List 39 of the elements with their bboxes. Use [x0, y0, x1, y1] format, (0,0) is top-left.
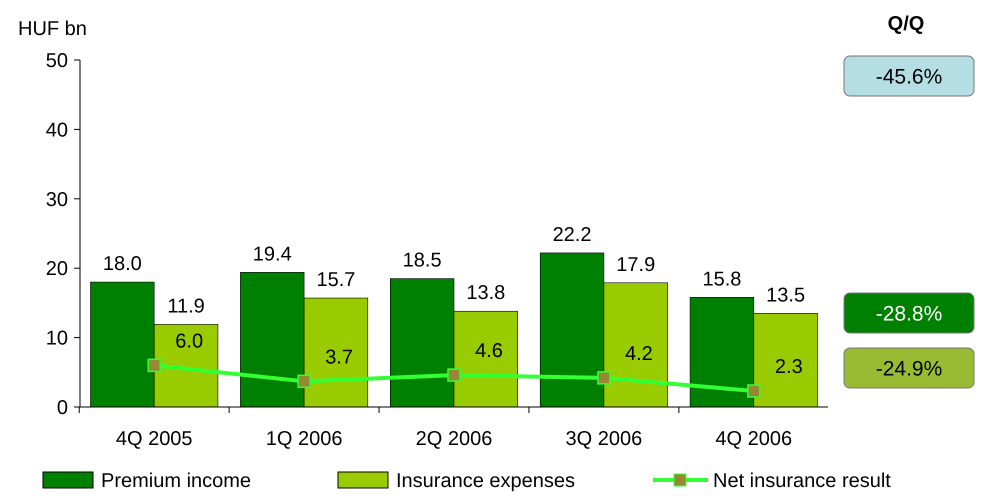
point: [447, 368, 461, 382]
y-tick-label: 40: [46, 119, 68, 142]
point: [747, 384, 761, 398]
legend-label: Premium income: [101, 470, 252, 492]
x-tick-label: 3Q 2006: [566, 428, 642, 450]
data-label: 22.2: [552, 224, 592, 246]
data-label: 15.7: [316, 269, 356, 292]
x-tick-label: 4Q 2005: [116, 428, 193, 450]
y-tick-label: 50: [46, 50, 68, 72]
data-label: 3.7: [325, 346, 354, 368]
data-label: 2.3: [774, 356, 803, 378]
point: [147, 358, 161, 372]
x-tick-label: 4Q 2006: [715, 428, 792, 450]
data-label: 4.2: [624, 342, 653, 365]
data-label: 18.5: [402, 250, 442, 272]
legend-label: Insurance expenses: [396, 470, 576, 492]
point: [297, 374, 311, 388]
data-label: 18.0: [102, 253, 142, 276]
y-tick-label: 20: [46, 258, 68, 280]
x-tick-label: 1Q 2006: [266, 428, 342, 450]
x-tick-label: 2Q 2006: [416, 428, 492, 450]
text: -24.9%: [876, 357, 942, 380]
y-tick-label: 0: [56, 397, 68, 419]
data-label: 13.8: [466, 282, 506, 304]
text: Q/Q: [888, 13, 924, 35]
legend-label: Net insurance result: [713, 470, 892, 492]
data-label: 4.6: [475, 340, 503, 362]
point: [597, 371, 611, 385]
y-tick-label: 10: [46, 328, 68, 350]
text: -45.6%: [876, 65, 942, 88]
y-tick-label: 30: [46, 188, 68, 211]
y-axis-title: HUF bn: [18, 18, 87, 40]
text: -28.8%: [876, 302, 942, 326]
data-label: 19.4: [252, 243, 292, 266]
data-label: 11.9: [167, 295, 205, 318]
data-label: 13.5: [766, 284, 806, 306]
data-label: 17.9: [616, 254, 656, 276]
data-label: 6.0: [175, 330, 204, 352]
data-label: 15.8: [702, 268, 742, 290]
